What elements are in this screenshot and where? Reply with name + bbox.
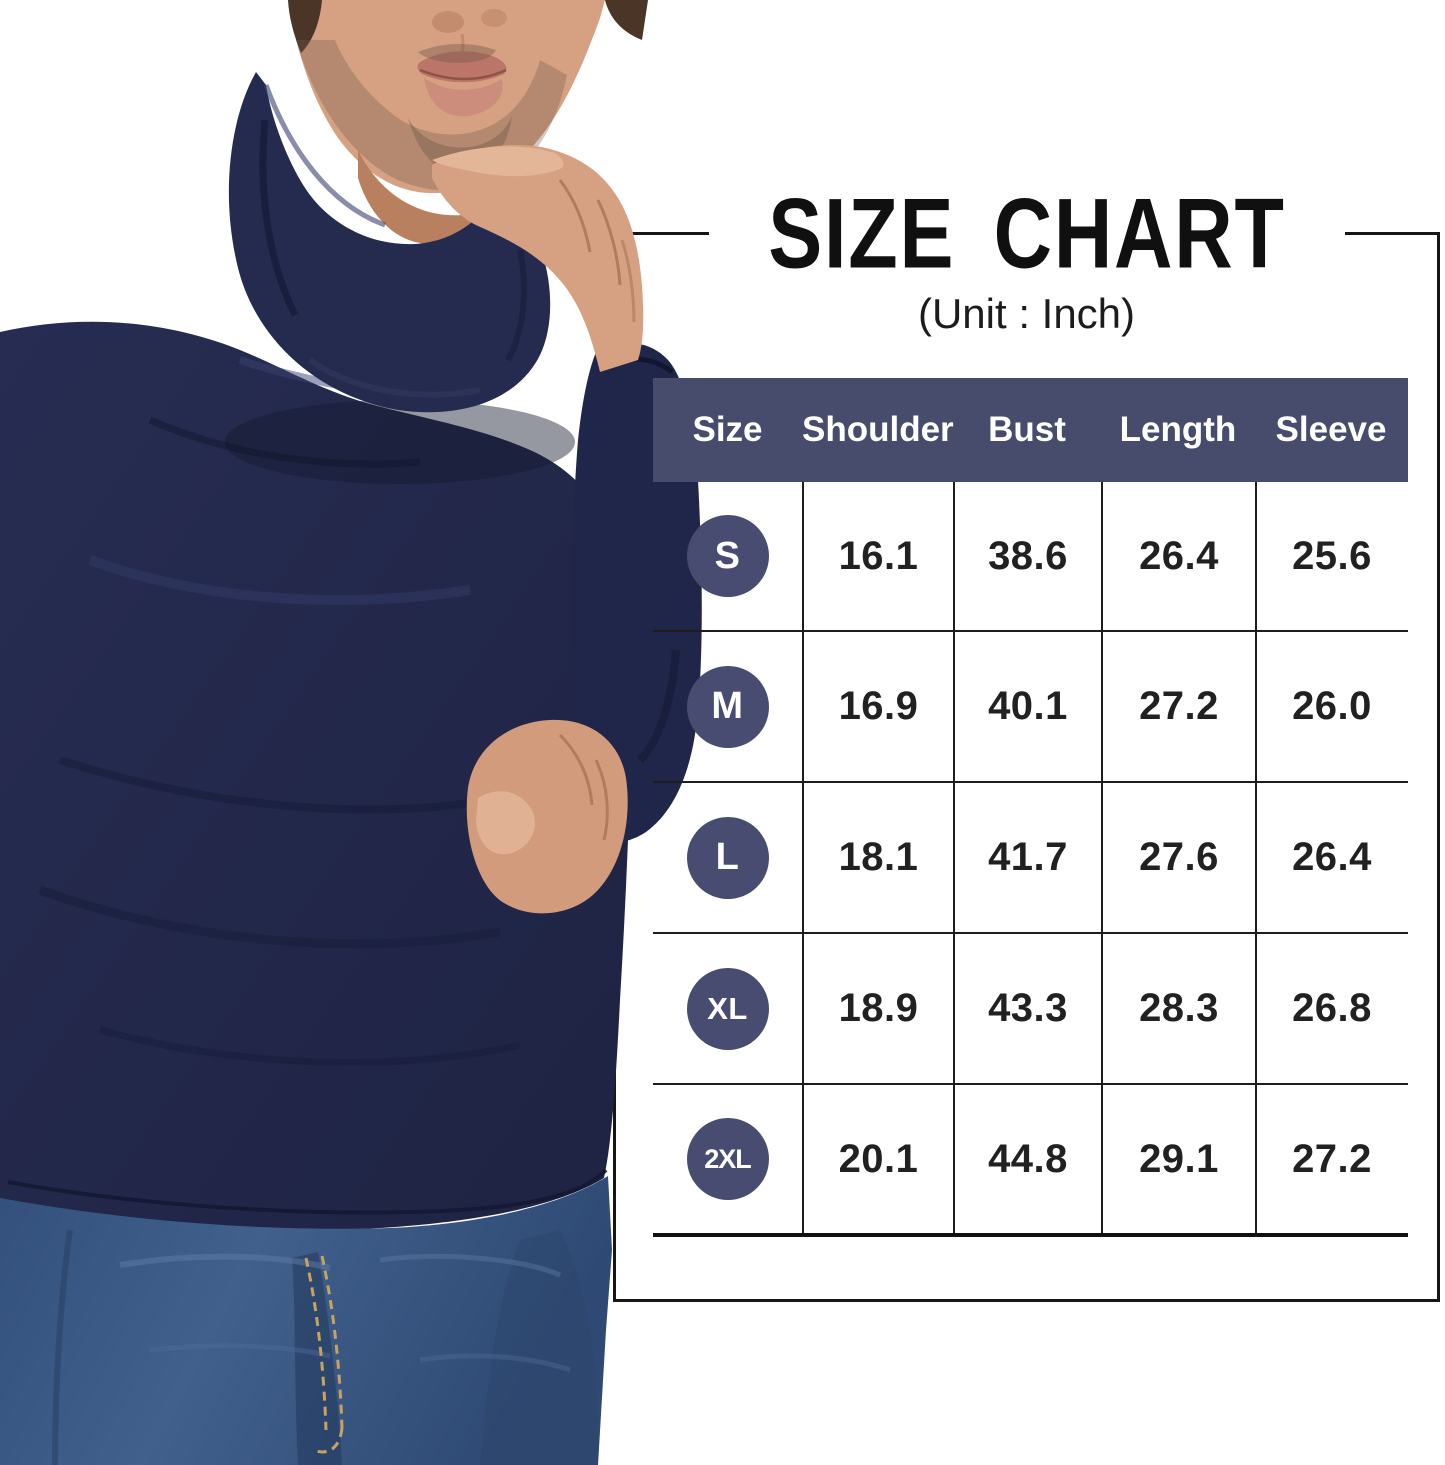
cell-l-bust: 41.7	[953, 783, 1101, 932]
model-hand	[432, 144, 644, 372]
cell-m-sleeve: 26.0	[1255, 632, 1407, 781]
model-jeans	[0, 1176, 612, 1465]
table-row-2xl: 2XL 20.1 44.8 29.1 27.2	[653, 1085, 1408, 1237]
cell-s-shoulder: 16.1	[802, 482, 953, 630]
col-header-sleeve: Sleeve	[1275, 410, 1387, 449]
table-row-s: S 16.1 38.6 26.4 25.6	[653, 482, 1408, 632]
col-header-shoulder: Shoulder	[802, 410, 954, 449]
cell-m-shoulder: 16.9	[802, 632, 953, 781]
col-header-bust: Bust	[988, 410, 1066, 449]
cell-2xl-sleeve: 27.2	[1255, 1085, 1407, 1233]
size-chart-unit-label: (Unit : Inch)	[917, 290, 1136, 337]
size-badge-xl: XL	[686, 967, 769, 1050]
cell-xl-shoulder: 18.9	[802, 934, 953, 1083]
cell-l-shoulder: 18.1	[802, 783, 953, 932]
cell-xl-length: 28.3	[1101, 934, 1255, 1083]
cell-m-length: 27.2	[1101, 632, 1255, 781]
cell-2xl-bust: 44.8	[953, 1085, 1101, 1233]
size-badge-m: M	[686, 665, 769, 748]
size-chart-title: SIZE CHART	[767, 178, 1286, 290]
size-table-header-row: Size Shoulder Bust Length Sleeve	[653, 378, 1408, 482]
model-face	[288, 0, 648, 246]
cell-2xl-length: 29.1	[1101, 1085, 1255, 1233]
size-badge-s: S	[686, 515, 769, 597]
cell-s-length: 26.4	[1101, 482, 1255, 630]
cell-l-length: 27.6	[1101, 783, 1255, 932]
table-row-xl: XL 18.9 43.3 28.3 26.8	[653, 934, 1408, 1085]
cell-xl-bust: 43.3	[953, 934, 1101, 1083]
size-chart-title-wrap: SIZE CHART	[708, 179, 1345, 289]
cell-xl-sleeve: 26.8	[1255, 934, 1407, 1083]
cell-s-sleeve: 25.6	[1255, 482, 1407, 630]
table-row-l: L 18.1 41.7 27.6 26.4	[653, 783, 1408, 934]
col-header-length: Length	[1119, 410, 1237, 449]
model-torso	[0, 321, 633, 1230]
cell-l-sleeve: 26.4	[1255, 783, 1407, 932]
cell-s-bust: 38.6	[953, 482, 1101, 630]
turtleneck-collar	[228, 72, 551, 413]
table-row-m: M 16.9 40.1 27.2 26.0	[653, 632, 1408, 783]
model-fist	[466, 719, 628, 914]
size-badge-l: L	[686, 816, 769, 899]
col-header-size: Size	[692, 410, 763, 449]
cell-m-bust: 40.1	[953, 632, 1101, 781]
size-badge-2xl: 2XL	[686, 1118, 769, 1200]
cell-2xl-shoulder: 20.1	[802, 1085, 953, 1233]
size-table: Size Shoulder Bust Length Sleeve S 16.1 …	[653, 378, 1408, 1237]
